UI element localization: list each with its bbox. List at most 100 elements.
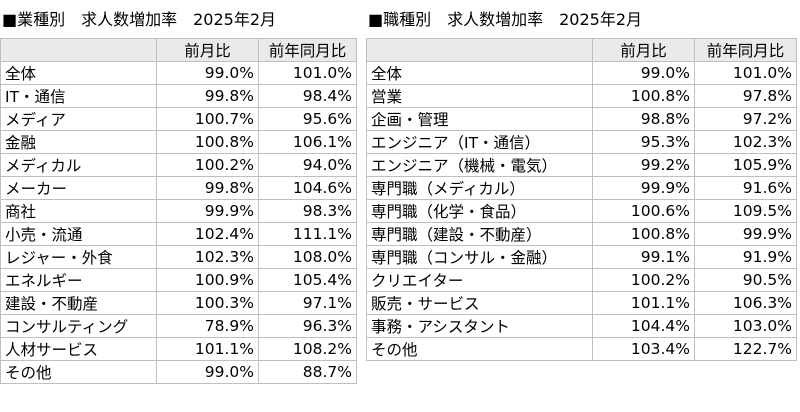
- category-cell: 全体: [366, 61, 593, 85]
- year-over-year-cell: 88.7%: [258, 360, 357, 384]
- year-over-year-cell: 95.6%: [258, 107, 357, 131]
- category-cell: 建設・不動産: [0, 291, 157, 315]
- industry-table-title: ■業種別 求人数増加率 2025年2月: [2, 10, 277, 29]
- table-row: クリエイター 100.2% 90.5%: [366, 268, 797, 292]
- month-over-month-cell: 98.8%: [592, 107, 695, 131]
- month-over-month-cell: 100.8%: [156, 130, 259, 154]
- header-blank: [0, 38, 157, 62]
- year-over-year-cell: 94.0%: [258, 153, 357, 177]
- table-row: 専門職（メディカル） 99.9% 91.6%: [366, 176, 797, 200]
- category-cell: 全体: [0, 61, 157, 85]
- table-row: エンジニア（機械・電気） 99.2% 105.9%: [366, 153, 797, 177]
- table-row: エネルギー 100.9% 105.4%: [0, 268, 357, 292]
- category-cell: 専門職（メディカル）: [366, 176, 593, 200]
- month-over-month-cell: 100.6%: [592, 199, 695, 223]
- header-year-over-year: 前年同月比: [258, 38, 357, 62]
- category-cell: 金融: [0, 130, 157, 154]
- table-row: エンジニア（IT・通信） 95.3% 102.3%: [366, 130, 797, 154]
- year-over-year-cell: 102.3%: [694, 130, 797, 154]
- table-row: その他 103.4% 122.7%: [366, 337, 797, 361]
- month-over-month-cell: 101.1%: [156, 337, 259, 361]
- table-row: 販売・サービス 101.1% 106.3%: [366, 291, 797, 315]
- table-row: 全体 99.0% 101.0%: [366, 61, 797, 85]
- category-cell: その他: [366, 337, 593, 361]
- year-over-year-cell: 111.1%: [258, 222, 357, 246]
- month-over-month-cell: 99.8%: [156, 176, 259, 200]
- year-over-year-cell: 99.9%: [694, 222, 797, 246]
- category-cell: レジャー・外食: [0, 245, 157, 269]
- table-row: メディア 100.7% 95.6%: [0, 107, 357, 131]
- category-cell: 専門職（建設・不動産）: [366, 222, 593, 246]
- table-row: 小売・流通 102.4% 111.1%: [0, 222, 357, 246]
- year-over-year-cell: 96.3%: [258, 314, 357, 338]
- month-over-month-cell: 101.1%: [592, 291, 695, 315]
- month-over-month-cell: 99.0%: [156, 61, 259, 85]
- category-cell: 販売・サービス: [366, 291, 593, 315]
- month-over-month-cell: 99.0%: [156, 360, 259, 384]
- table-header-row: 前月比 前年同月比: [0, 38, 357, 62]
- month-over-month-cell: 78.9%: [156, 314, 259, 338]
- category-cell: エネルギー: [0, 268, 157, 292]
- month-over-month-cell: 100.2%: [592, 268, 695, 292]
- table-row: その他 99.0% 88.7%: [0, 360, 357, 384]
- category-cell: 営業: [366, 84, 593, 108]
- header-month-over-month: 前月比: [156, 38, 259, 62]
- month-over-month-cell: 99.9%: [592, 176, 695, 200]
- category-cell: 専門職（化学・食品）: [366, 199, 593, 223]
- month-over-month-cell: 103.4%: [592, 337, 695, 361]
- table-row: 商社 99.9% 98.3%: [0, 199, 357, 223]
- month-over-month-cell: 100.8%: [592, 84, 695, 108]
- month-over-month-cell: 104.4%: [592, 314, 695, 338]
- table-row: 専門職（化学・食品） 100.6% 109.5%: [366, 199, 797, 223]
- year-over-year-cell: 98.4%: [258, 84, 357, 108]
- category-cell: 人材サービス: [0, 337, 157, 361]
- month-over-month-cell: 100.2%: [156, 153, 259, 177]
- header-blank: [366, 38, 593, 62]
- year-over-year-cell: 108.0%: [258, 245, 357, 269]
- table-row: 人材サービス 101.1% 108.2%: [0, 337, 357, 361]
- year-over-year-cell: 103.0%: [694, 314, 797, 338]
- year-over-year-cell: 90.5%: [694, 268, 797, 292]
- table-row: IT・通信 99.8% 98.4%: [0, 84, 357, 108]
- year-over-year-cell: 101.0%: [694, 61, 797, 85]
- table-row: 専門職（コンサル・金融） 99.1% 91.9%: [366, 245, 797, 269]
- year-over-year-cell: 105.4%: [258, 268, 357, 292]
- category-cell: 商社: [0, 199, 157, 223]
- year-over-year-cell: 97.1%: [258, 291, 357, 315]
- month-over-month-cell: 99.9%: [156, 199, 259, 223]
- table-row: 建設・不動産 100.3% 97.1%: [0, 291, 357, 315]
- month-over-month-cell: 99.2%: [592, 153, 695, 177]
- year-over-year-cell: 106.3%: [694, 291, 797, 315]
- category-cell: IT・通信: [0, 84, 157, 108]
- month-over-month-cell: 100.8%: [592, 222, 695, 246]
- month-over-month-cell: 100.3%: [156, 291, 259, 315]
- month-over-month-cell: 99.1%: [592, 245, 695, 269]
- category-cell: エンジニア（機械・電気）: [366, 153, 593, 177]
- category-cell: メーカー: [0, 176, 157, 200]
- month-over-month-cell: 100.9%: [156, 268, 259, 292]
- year-over-year-cell: 91.6%: [694, 176, 797, 200]
- category-cell: エンジニア（IT・通信）: [366, 130, 593, 154]
- category-cell: コンサルティング: [0, 314, 157, 338]
- table-row: 専門職（建設・不動産） 100.8% 99.9%: [366, 222, 797, 246]
- table-row: レジャー・外食 102.3% 108.0%: [0, 245, 357, 269]
- job-type-table: 前月比 前年同月比 全体 99.0% 101.0% 営業 100.8% 97.8% 企画・管…: [366, 38, 797, 361]
- month-over-month-cell: 100.7%: [156, 107, 259, 131]
- table-row: 全体 99.0% 101.0%: [0, 61, 357, 85]
- header-year-over-year: 前年同月比: [694, 38, 797, 62]
- month-over-month-cell: 99.0%: [592, 61, 695, 85]
- category-cell: メディア: [0, 107, 157, 131]
- category-cell: メディカル: [0, 153, 157, 177]
- category-cell: 企画・管理: [366, 107, 593, 131]
- month-over-month-cell: 95.3%: [592, 130, 695, 154]
- industry-panel: ■業種別 求人数増加率 2025年2月 前月比 前年同月比 全体 99.0% 101…: [0, 0, 360, 384]
- table-row: メーカー 99.8% 104.6%: [0, 176, 357, 200]
- year-over-year-cell: 109.5%: [694, 199, 797, 223]
- job-type-panel: ■職種別 求人数増加率 2025年2月 前月比 前年同月比 全体 99.0% 101…: [366, 0, 800, 361]
- table-row: 事務・アシスタント 104.4% 103.0%: [366, 314, 797, 338]
- category-cell: その他: [0, 360, 157, 384]
- year-over-year-cell: 98.3%: [258, 199, 357, 223]
- category-cell: クリエイター: [366, 268, 593, 292]
- year-over-year-cell: 97.2%: [694, 107, 797, 131]
- year-over-year-cell: 122.7%: [694, 337, 797, 361]
